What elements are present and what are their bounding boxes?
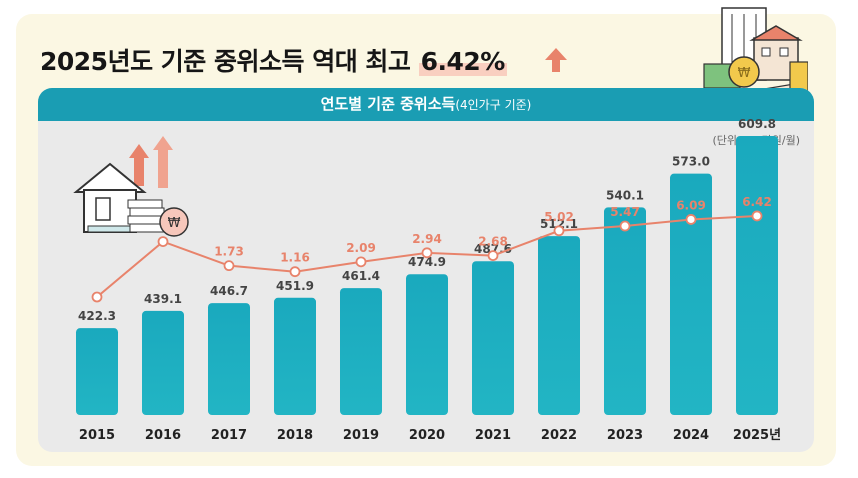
bar-value-label: 512.1 <box>540 217 578 231</box>
rate-label: 2.68 <box>478 235 508 249</box>
bar-2023 <box>604 207 646 415</box>
rate-point <box>289 266 301 278</box>
chart-subtitle: (4인가구 기준) <box>455 98 532 112</box>
rate-label: 6.42 <box>742 195 772 209</box>
headline-text: 2025년도 기준 중위소득 역대 최고 <box>40 47 419 76</box>
bar-2017 <box>208 303 250 415</box>
bar-2025년 <box>736 135 778 415</box>
rate-label: 1.73 <box>214 245 244 259</box>
bar-2019 <box>340 288 382 415</box>
headline: 2025년도 기준 중위소득 역대 최고 6.42% <box>40 42 507 78</box>
chart-title-main: 연도별 기준 중위소득 <box>320 95 456 113</box>
up-arrow-icon <box>545 48 567 72</box>
bar-value-label: 573.0 <box>672 155 710 169</box>
x-tick-label: 2022 <box>541 428 577 443</box>
bar-value-label: 446.7 <box>210 284 248 298</box>
rate-point <box>355 256 367 268</box>
rate-label: 2.09 <box>346 241 376 255</box>
bar-value-label: 439.1 <box>144 292 182 306</box>
bar-value-label: 422.3 <box>78 309 116 323</box>
bar-value-label: 461.4 <box>342 269 380 283</box>
rate-point <box>223 260 235 272</box>
bar-value-label: 540.1 <box>606 188 644 202</box>
rate-label: 5.02 <box>544 210 574 224</box>
rate-label: 5.47 <box>610 205 640 219</box>
x-tick-label: 2020 <box>409 428 445 443</box>
rate-point <box>619 220 631 232</box>
x-tick-label: 2016 <box>145 428 181 443</box>
x-tick-label: 2023 <box>607 428 643 443</box>
x-tick-label: 2017 <box>211 428 247 443</box>
bar-value-label: 474.9 <box>408 255 446 269</box>
rate-point <box>487 250 499 261</box>
x-tick-label: 2025년 <box>733 428 781 443</box>
rate-point <box>751 210 763 222</box>
rate-point <box>421 247 433 259</box>
bar-2016 <box>142 310 184 415</box>
x-tick-label: 2018 <box>277 428 313 443</box>
title-band <box>38 88 814 121</box>
rate-point <box>91 291 103 303</box>
rate-point <box>553 225 565 237</box>
x-tick-label: 2024 <box>673 428 709 443</box>
headline-highlight: 6.42% <box>418 47 507 76</box>
bar-2020 <box>406 274 448 415</box>
bar-value-label: 609.8 <box>738 117 776 131</box>
bar-2018 <box>274 297 316 415</box>
rate-label: 6.09 <box>676 198 706 212</box>
x-tick-label: 2019 <box>343 428 379 443</box>
svg-text:₩: ₩ <box>168 216 181 231</box>
bar-2022 <box>538 236 580 415</box>
bar-2024 <box>670 173 712 415</box>
x-tick-label: 2021 <box>475 428 511 443</box>
rate-point <box>685 214 697 225</box>
rate-label: 1.16 <box>280 251 310 265</box>
house-illustration: ₩ <box>68 134 198 248</box>
bar-2021 <box>472 261 514 415</box>
bar-value-label: 451.9 <box>276 279 314 293</box>
chart-svg: 422.3 2015 439.1 2016 446.7 2017 451.9 2018 461.… <box>76 117 781 443</box>
svg-text:₩: ₩ <box>738 66 751 81</box>
chart-title: 연도별 기준 중위소득(4인가구 기준) <box>38 93 814 114</box>
bar-2015 <box>76 328 118 415</box>
rate-point <box>157 236 169 248</box>
x-tick-label: 2015 <box>79 428 115 443</box>
rate-label: 2.94 <box>412 232 442 246</box>
